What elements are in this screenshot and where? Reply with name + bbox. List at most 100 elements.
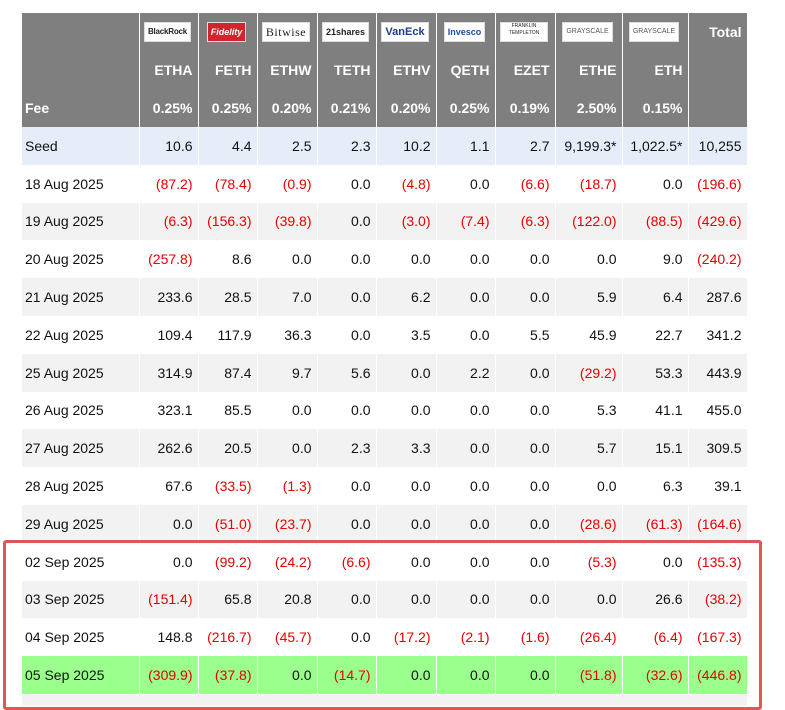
total-cell: 287.6 xyxy=(688,278,748,316)
flow-cell: 0.0 xyxy=(495,656,556,694)
flow-cell: 233.6 xyxy=(139,278,199,316)
flow-cell: 0.0 xyxy=(317,202,377,241)
row-label: 29 Aug 2025 xyxy=(22,504,140,543)
table-row: 28 Aug 2025 67.6 (33.5) (1.3) 0.0 0.0 0.0 0.0 0.… xyxy=(22,467,748,505)
invesco-logo: Invesco xyxy=(443,22,486,42)
flow-cell: 85.5 xyxy=(198,391,258,430)
flow-cell: 53.3 xyxy=(622,353,689,392)
flow-cell: 6.3 xyxy=(622,467,689,505)
ticker-header: QETH xyxy=(436,51,496,89)
flow-cell: (87.2) xyxy=(139,164,199,203)
flow-cell: (6.6) xyxy=(317,542,377,581)
flow-cell: 0.0 xyxy=(376,467,437,505)
total-cell: 455.0 xyxy=(688,391,748,430)
flow-cell: (257.8) xyxy=(139,240,199,279)
flow-cell: 3.3 xyxy=(376,429,437,468)
issuer-logo-cell: Bitwise xyxy=(257,13,318,51)
flow-cell: 117.9 xyxy=(198,315,258,354)
flow-cell: 67.6 xyxy=(139,467,199,505)
flow-cell: 0.0 xyxy=(376,580,437,619)
flow-cell: 0.0 xyxy=(376,353,437,392)
flow-cell: 1.1 xyxy=(436,127,496,165)
flow-cell: 6.4 xyxy=(622,278,689,316)
grayscale-logo: GRAYSCALE xyxy=(562,22,613,42)
total-cell: (167.3) xyxy=(688,618,748,657)
flow-cell: (88.5) xyxy=(622,202,689,241)
flow-cell: 5.9 xyxy=(555,278,623,316)
row-label: 02 Sep 2025 xyxy=(22,542,140,581)
flow-cell: 0.0 xyxy=(495,504,556,543)
flow-cell: 0.0 xyxy=(495,278,556,316)
issuer-logo-cell: Invesco xyxy=(436,13,496,51)
flow-cell: 0.0 xyxy=(317,618,377,657)
total-cell: 309.5 xyxy=(688,429,748,468)
flow-cell: 0.0 xyxy=(495,542,556,581)
flow-cell: 0.0 xyxy=(436,467,496,505)
flow-cell: (26.4) xyxy=(555,618,623,657)
flow-cell: 262.6 xyxy=(139,429,199,468)
flow-cell: 0.0 xyxy=(317,278,377,316)
table-row: 02 Sep 2025 0.0 (99.2) (24.2) (6.6) 0.0 0.0 0.0… xyxy=(22,542,748,581)
flow-cell: (14.7) xyxy=(317,656,377,694)
total-cell: 443.9 xyxy=(688,353,748,392)
row-label: 03 Sep 2025 xyxy=(22,580,140,619)
table-row: 29 Aug 2025 0.0 (51.0) (23.7) 0.0 0.0 0.0 0.0 (2… xyxy=(22,504,748,543)
flow-cell: 36.3 xyxy=(257,315,318,354)
grayscale-logo: GRAYSCALE xyxy=(628,22,680,42)
flow-cell: 0.0 xyxy=(257,656,318,694)
flow-cell: 0.0 xyxy=(317,164,377,203)
table-row: 21 Aug 2025 233.6 28.5 7.0 0.0 6.2 0.0 0.0 5.9 6.… xyxy=(22,278,748,316)
flow-cell: 20.5 xyxy=(198,429,258,468)
ticker-corner-cell xyxy=(22,51,140,89)
flow-cell: 0.0 xyxy=(376,391,437,430)
21shares-logo: 21shares xyxy=(321,22,370,42)
flow-cell: (122.0) xyxy=(555,202,623,241)
flow-cell: 2.7 xyxy=(495,127,556,165)
flow-cell: (51.8) xyxy=(555,656,623,694)
flow-cell: (1.3) xyxy=(257,467,318,505)
flow-cell: 26.6 xyxy=(622,580,689,619)
fee-value: 0.20% xyxy=(376,89,437,127)
etf-flow-table-container: BlackRock Fidelity Bitwise 21shares VanE… xyxy=(22,13,748,694)
flow-cell: 0.0 xyxy=(555,580,623,619)
ticker-header: ETHA xyxy=(139,51,199,89)
vaneck-logo: VanEck xyxy=(381,22,429,42)
flow-cell: (3.0) xyxy=(376,202,437,241)
flow-cell: 3.5 xyxy=(376,315,437,354)
flow-cell: 5.5 xyxy=(495,315,556,354)
flow-cell: 0.0 xyxy=(495,240,556,279)
flow-cell: 0.0 xyxy=(376,240,437,279)
issuer-logo-cell: GRAYSCALE xyxy=(555,13,623,51)
flow-cell: (78.4) xyxy=(198,164,258,203)
row-label: 19 Aug 2025 xyxy=(22,202,140,241)
flow-cell: 10.6 xyxy=(139,127,199,165)
flow-cell: 0.0 xyxy=(436,656,496,694)
flow-cell: 7.0 xyxy=(257,278,318,316)
flow-cell: (2.1) xyxy=(436,618,496,657)
ticker-header: EZET xyxy=(495,51,556,89)
flow-cell: 0.0 xyxy=(436,391,496,430)
flow-cell: (156.3) xyxy=(198,202,258,241)
flow-cell: 148.8 xyxy=(139,618,199,657)
ticker-header: FETH xyxy=(198,51,258,89)
issuer-logo-cell: VanEck xyxy=(376,13,437,51)
flow-cell: (309.9) xyxy=(139,656,199,694)
total-cell: (38.2) xyxy=(688,580,748,619)
table-row: Seed 10.6 4.4 2.5 2.3 10.2 1.1 2.7 9,199.3* 1,022… xyxy=(22,127,748,165)
table-row: 18 Aug 2025 (87.2) (78.4) (0.9) 0.0 (4.8) 0.0(… xyxy=(22,164,748,203)
flow-cell: 0.0 xyxy=(257,240,318,279)
issuer-logo-cell: 21shares xyxy=(317,13,377,51)
flow-cell: 10.2 xyxy=(376,127,437,165)
flow-cell: (7.4) xyxy=(436,202,496,241)
flow-cell: (151.4) xyxy=(139,580,199,619)
flow-cell: (51.0) xyxy=(198,504,258,543)
flow-cell: (29.2) xyxy=(555,353,623,392)
flow-cell: 0.0 xyxy=(436,542,496,581)
flow-cell: 2.2 xyxy=(436,353,496,392)
flow-cell: 0.0 xyxy=(436,315,496,354)
flow-cell: 0.0 xyxy=(436,278,496,316)
flow-cell: 87.4 xyxy=(198,353,258,392)
blackrock-logo: BlackRock xyxy=(143,22,192,42)
flow-cell: 0.0 xyxy=(622,164,689,203)
flow-cell: 4.4 xyxy=(198,127,258,165)
